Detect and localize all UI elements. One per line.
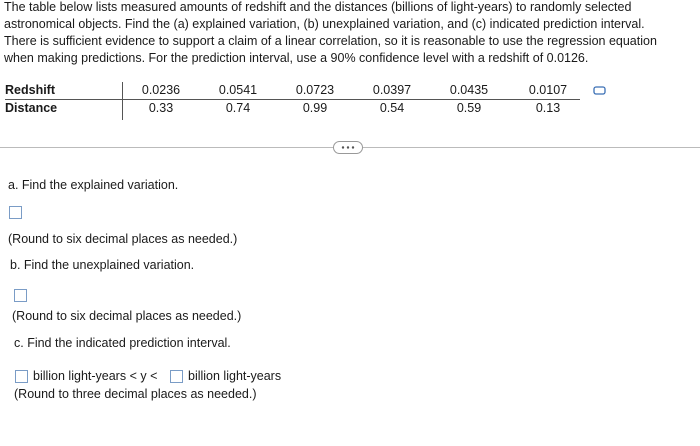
intro-line: when making predictions. For the predict…: [4, 51, 589, 65]
intro-line: The table below lists measured amounts o…: [4, 0, 632, 14]
table-cell: 0.59: [456, 101, 482, 115]
table-cell: 0.0236: [141, 83, 181, 97]
answer-box[interactable]: [14, 289, 27, 302]
table-cell: 0.0435: [449, 83, 489, 97]
table-cell: 0.99: [302, 101, 328, 115]
table-cell: 0.33: [148, 101, 174, 115]
intro-line: astronomical objects. Find the (a) expla…: [4, 17, 645, 31]
question-prompt: c. Find the indicated prediction interva…: [14, 336, 231, 350]
rounding-note: (Round to three decimal places as needed…: [14, 387, 257, 401]
copy-icon[interactable]: [593, 85, 607, 97]
answer-box[interactable]: [15, 370, 28, 383]
table-cell: 0.74: [225, 101, 251, 115]
row-label: Distance: [5, 101, 58, 115]
row-label: Redshift: [5, 83, 55, 97]
answer-box[interactable]: [9, 206, 22, 219]
table-cell: 0.13: [535, 101, 561, 115]
question-prompt: b. Find the unexplained variation.: [10, 258, 195, 272]
answer-box[interactable]: [170, 370, 183, 383]
question-prompt: a. Find the explained variation.: [8, 178, 179, 192]
table-cell: 0.54: [379, 101, 405, 115]
interval-text: billion light-years < y <: [33, 369, 158, 383]
expand-button[interactable]: [333, 141, 363, 154]
table-cell: 0.0107: [528, 83, 568, 97]
table-cell: 0.0723: [295, 83, 335, 97]
table-cell: 0.0541: [218, 83, 258, 97]
interval-text: billion light-years: [188, 369, 282, 383]
table-rule: [5, 99, 580, 100]
rounding-note: (Round to six decimal places as needed.): [8, 232, 238, 246]
table-cell: 0.0397: [372, 83, 412, 97]
rounding-note: (Round to six decimal places as needed.): [12, 309, 242, 323]
intro-line: There is sufficient evidence to support …: [4, 34, 657, 48]
table-divider: [122, 82, 123, 120]
